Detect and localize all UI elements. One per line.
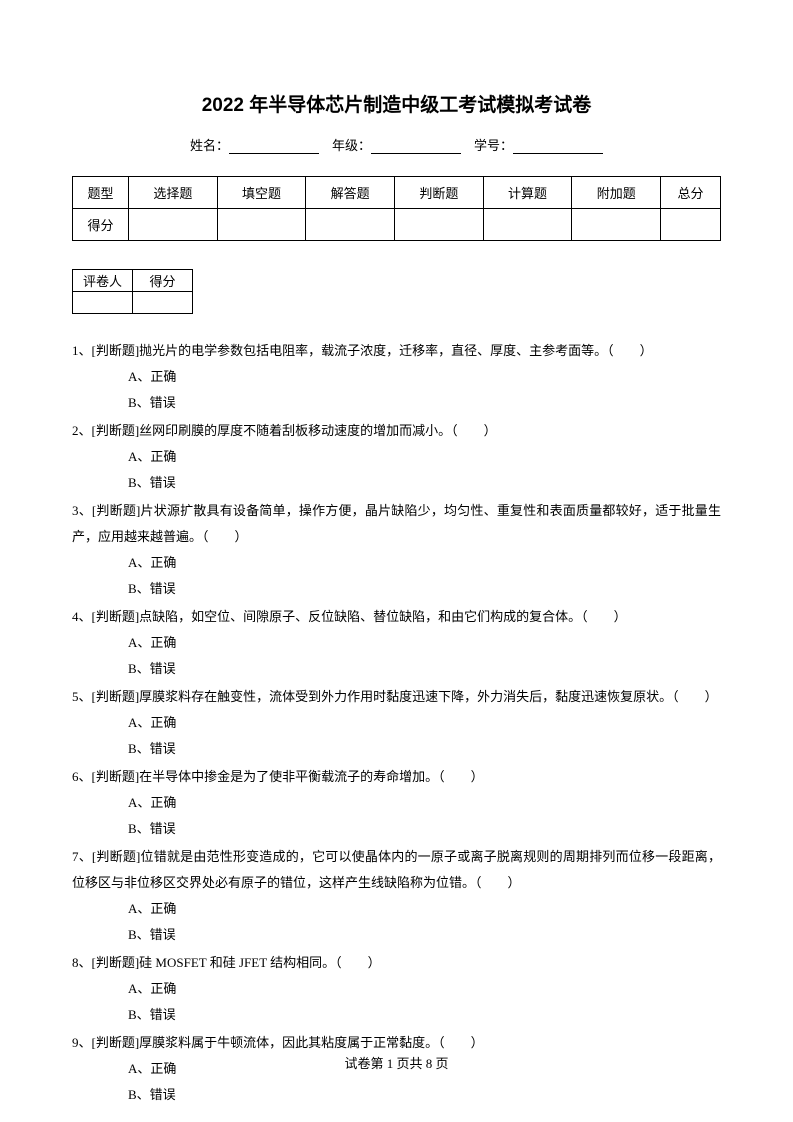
grader-score-cell — [133, 292, 193, 314]
questions-block: 1、[判断题]抛光片的电学参数包括电阻率，载流子浓度，迁移率，直径、厚度、主参考… — [72, 338, 721, 1108]
footer-suffix: 页 — [432, 1056, 448, 1071]
grader-label: 评卷人 — [73, 270, 133, 292]
option-a: A、正确 — [72, 896, 721, 922]
score-cell — [306, 209, 395, 241]
score-header-cell: 附加题 — [572, 177, 661, 209]
question-text: [判断题]位错就是由范性形变造成的，它可以使晶体内的一原子或离子脱离规则的周期排… — [72, 849, 721, 890]
question-number: 1、 — [72, 343, 92, 358]
question-text: [判断题]点缺陷，如空位、间隙原子、反位缺陷、替位缺陷，和由它们构成的复合体。（… — [92, 609, 627, 624]
option-b: B、错误 — [72, 470, 721, 496]
score-cell — [483, 209, 572, 241]
score-cell — [217, 209, 306, 241]
score-header-cell: 总分 — [661, 177, 721, 209]
question-item: 4、[判断题]点缺陷，如空位、间隙原子、反位缺陷、替位缺陷，和由它们构成的复合体… — [72, 604, 721, 682]
score-header-cell: 选择题 — [129, 177, 218, 209]
option-b: B、错误 — [72, 816, 721, 842]
name-blank — [229, 140, 319, 154]
option-b: B、错误 — [72, 656, 721, 682]
score-header-cell: 判断题 — [395, 177, 484, 209]
question-text: [判断题]在半导体中掺金是为了使非平衡载流子的寿命增加。（ ） — [92, 769, 484, 784]
question-number: 4、 — [72, 609, 92, 624]
score-header-cell: 解答题 — [306, 177, 395, 209]
option-a: A、正确 — [72, 444, 721, 470]
question-text: [判断题]抛光片的电学参数包括电阻率，载流子浓度，迁移率，直径、厚度、主参考面等… — [92, 343, 653, 358]
question-item: 5、[判断题]厚膜浆料存在触变性，流体受到外力作用时黏度迅速下降，外力消失后，黏… — [72, 684, 721, 762]
option-a: A、正确 — [72, 710, 721, 736]
grade-blank — [371, 140, 461, 154]
footer-mid: 页共 — [393, 1056, 426, 1071]
score-header-cell: 计算题 — [483, 177, 572, 209]
grade-label: 年级： — [332, 138, 371, 153]
question-number: 8、 — [72, 955, 92, 970]
question-number: 3、 — [72, 503, 92, 518]
id-blank — [513, 140, 603, 154]
question-item: 7、[判断题]位错就是由范性形变造成的，它可以使晶体内的一原子或离子脱离规则的周… — [72, 844, 721, 948]
option-b: B、错误 — [72, 922, 721, 948]
question-number: 2、 — [72, 423, 92, 438]
page-title: 2022 年半导体芯片制造中级工考试模拟考试卷 — [72, 90, 721, 117]
score-table-header-row: 题型 选择题 填空题 解答题 判断题 计算题 附加题 总分 — [73, 177, 721, 209]
question-item: 1、[判断题]抛光片的电学参数包括电阻率，载流子浓度，迁移率，直径、厚度、主参考… — [72, 338, 721, 416]
score-header-cell: 题型 — [73, 177, 129, 209]
score-cell — [661, 209, 721, 241]
score-header-cell: 填空题 — [217, 177, 306, 209]
option-a: A、正确 — [72, 550, 721, 576]
grader-cell — [73, 292, 133, 314]
footer-prefix: 试卷第 — [344, 1056, 386, 1071]
question-number: 6、 — [72, 769, 92, 784]
option-a: A、正确 — [72, 364, 721, 390]
question-item: 3、[判断题]片状源扩散具有设备简单，操作方便，晶片缺陷少，均匀性、重复性和表面… — [72, 498, 721, 602]
question-item: 8、[判断题]硅 MOSFET 和硅 JFET 结构相同。（ ） A、正确 B、… — [72, 950, 721, 1028]
name-label: 姓名： — [190, 138, 229, 153]
score-cell — [395, 209, 484, 241]
question-text: [判断题]硅 MOSFET 和硅 JFET 结构相同。（ ） — [92, 955, 381, 970]
page-footer: 试卷第 1 页共 8 页 — [0, 1053, 793, 1072]
option-b: B、错误 — [72, 576, 721, 602]
question-text: [判断题]厚膜浆料存在触变性，流体受到外力作用时黏度迅速下降，外力消失后，黏度迅… — [92, 689, 718, 704]
question-number: 7、 — [72, 849, 92, 864]
question-text: [判断题]丝网印刷膜的厚度不随着刮板移动速度的增加而减小。（ ） — [92, 423, 497, 438]
score-cell — [572, 209, 661, 241]
score-table: 题型 选择题 填空题 解答题 判断题 计算题 附加题 总分 得分 — [72, 176, 721, 241]
option-b: B、错误 — [72, 1082, 721, 1108]
question-item: 2、[判断题]丝网印刷膜的厚度不随着刮板移动速度的增加而减小。（ ） A、正确 … — [72, 418, 721, 496]
question-text: [判断题]片状源扩散具有设备简单，操作方便，晶片缺陷少，均匀性、重复性和表面质量… — [72, 503, 721, 544]
question-number: 9、 — [72, 1035, 92, 1050]
student-info-line: 姓名： 年级： 学号： — [72, 135, 721, 154]
id-label: 学号： — [474, 138, 513, 153]
question-number: 5、 — [72, 689, 92, 704]
score-table-value-row: 得分 — [73, 209, 721, 241]
grader-score-label: 得分 — [133, 270, 193, 292]
option-a: A、正确 — [72, 976, 721, 1002]
question-text: [判断题]厚膜浆料属于牛顿流体，因此其粘度属于正常黏度。（ ） — [92, 1035, 484, 1050]
question-item: 6、[判断题]在半导体中掺金是为了使非平衡载流子的寿命增加。（ ） A、正确 B… — [72, 764, 721, 842]
option-b: B、错误 — [72, 390, 721, 416]
score-cell — [129, 209, 218, 241]
option-b: B、错误 — [72, 1002, 721, 1028]
option-a: A、正确 — [72, 790, 721, 816]
option-b: B、错误 — [72, 736, 721, 762]
grader-table: 评卷人 得分 — [72, 269, 193, 314]
option-a: A、正确 — [72, 630, 721, 656]
score-row-label: 得分 — [73, 209, 129, 241]
